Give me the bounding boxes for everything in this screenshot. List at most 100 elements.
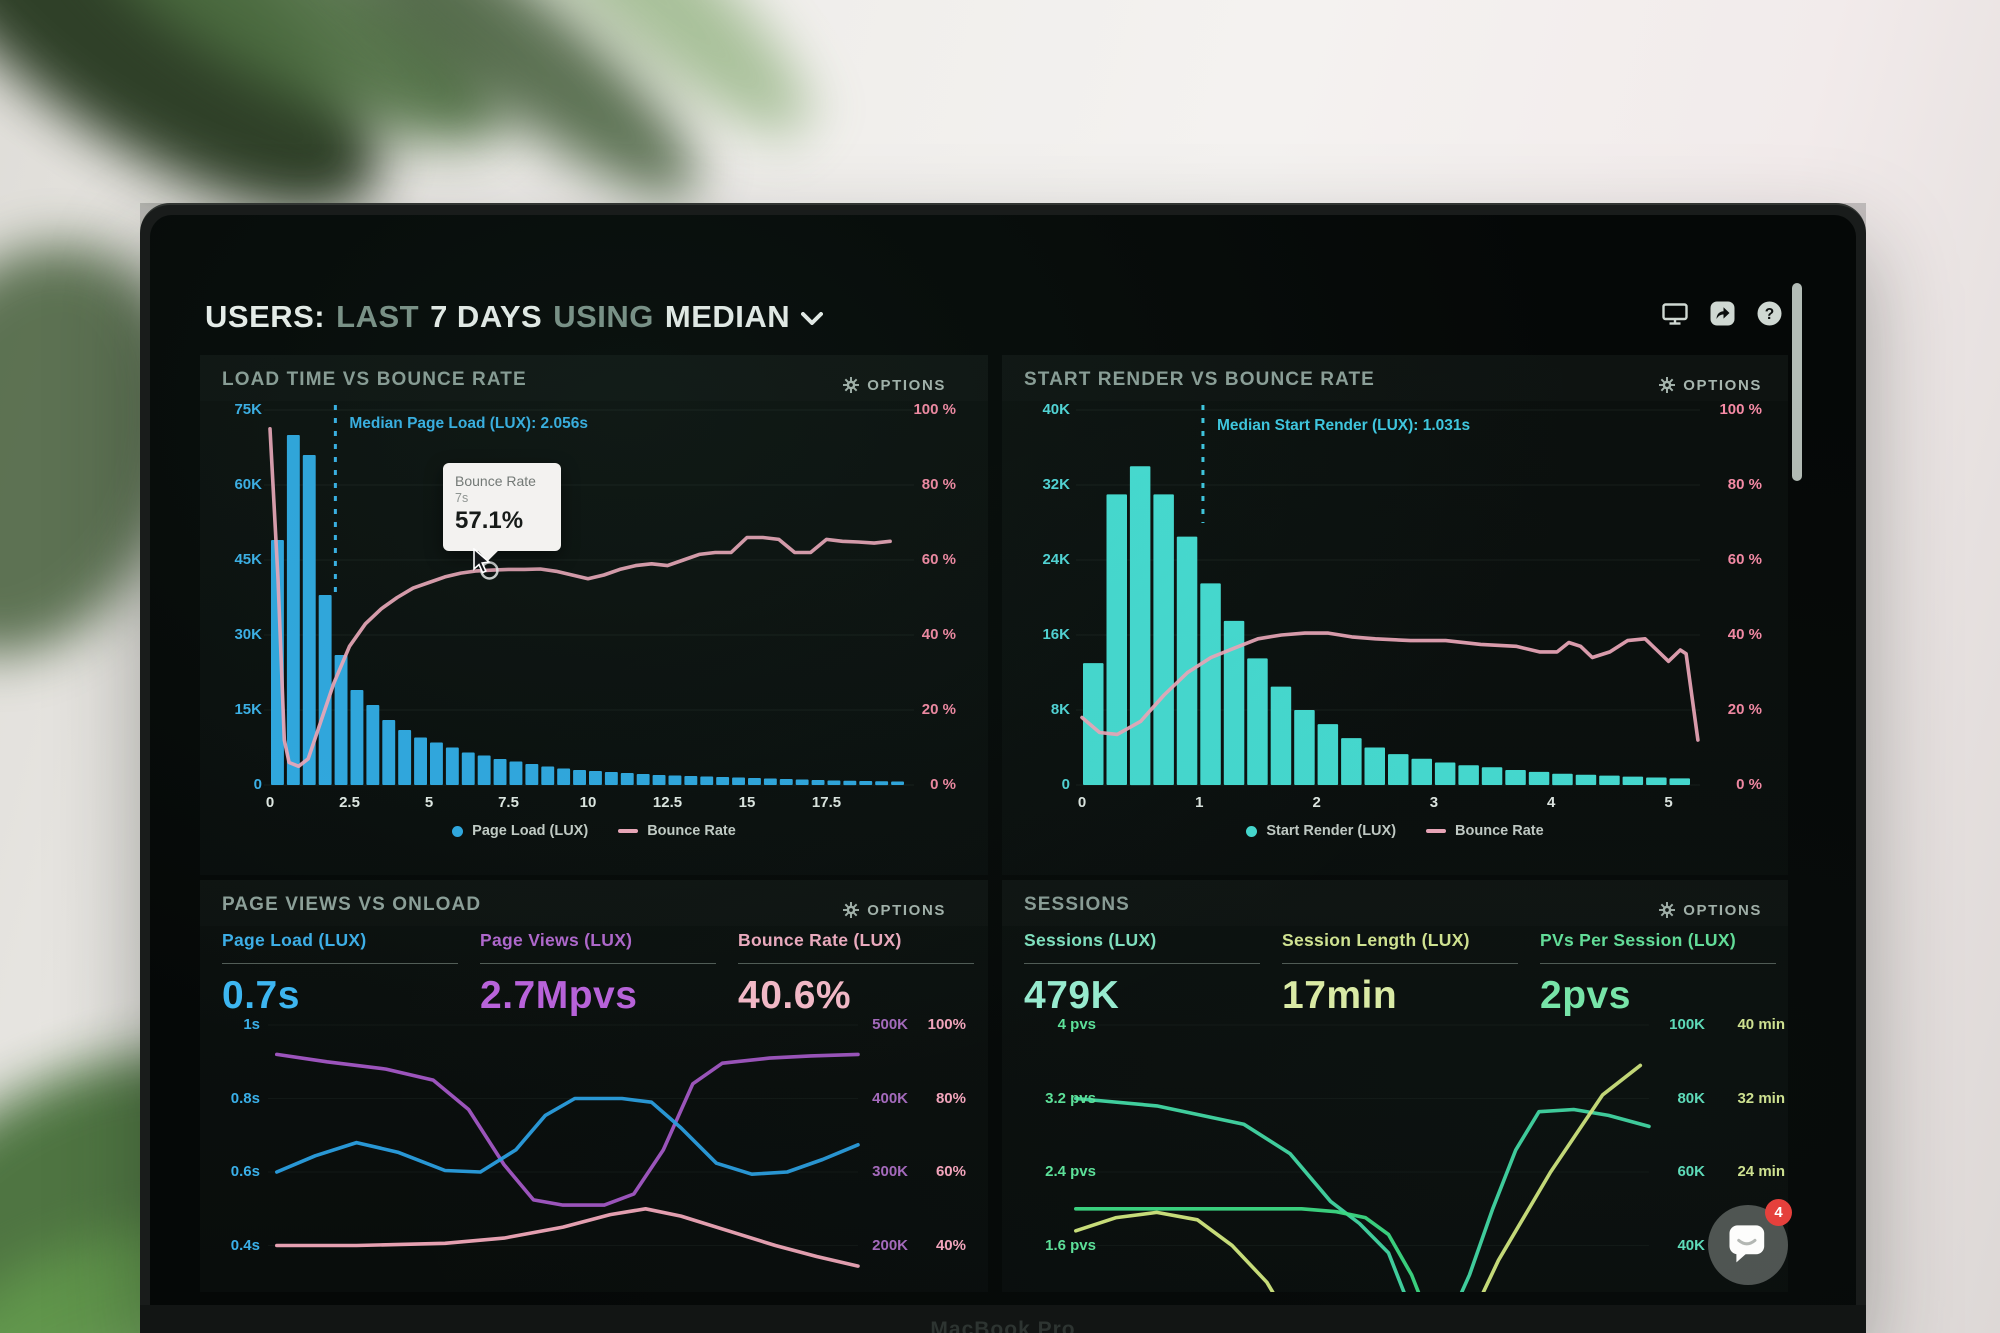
load-time-chart [264, 405, 914, 786]
legend-label: Start Render (LUX) [1266, 823, 1397, 839]
metric-value: 2.7Mpvs [480, 974, 638, 1017]
header-segment: USING [553, 299, 654, 334]
sessions-chart [1070, 1024, 1651, 1292]
axis-tick-label: 80K [1677, 1089, 1705, 1107]
laptop-deck: MacBook Pro [140, 1305, 1866, 1333]
metric-page-load: Page Load (LUX) 0.7s [222, 930, 458, 1018]
chat-unread-badge: 4 [1765, 1199, 1792, 1226]
axis-tick-label: 7.5 [498, 794, 519, 811]
axis-tick-label: 10 [579, 794, 597, 811]
legend-item: Bounce Rate [618, 823, 736, 839]
legend-item: Start Render (LUX) [1246, 823, 1396, 839]
axis-tick-label: 2 [1312, 794, 1321, 811]
page-views-chart [268, 1024, 860, 1268]
legend-label: Page Load (LUX) [472, 823, 589, 839]
panel-load-time-vs-bounce-rate: LOAD TIME VS BOUNCE RATE OPTIONS Median … [200, 355, 988, 875]
legend-label: Bounce Rate [1455, 823, 1544, 839]
users-range-dropdown[interactable]: USERS: LAST 7 DAYS USING MEDIAN [205, 299, 824, 335]
chart-legend: Start Render (LUX) Bounce Rate [1002, 823, 1788, 839]
legend-item: Bounce Rate [1426, 823, 1544, 839]
axis-tick-label: 2.5 [339, 794, 360, 811]
dashboard-screen: USERS: LAST 7 DAYS USING MEDIAN ? LOAD TIME … [150, 215, 1856, 1305]
panel-title: PAGE VIEWS VS ONLOAD [222, 894, 482, 915]
metric-session-length: Session Length (LUX) 17min [1282, 930, 1518, 1018]
axis-tick-label: 60% [935, 1163, 966, 1180]
legend-item: Page Load (LUX) [452, 823, 588, 839]
metric-rule [1282, 963, 1518, 964]
axis-tick-label: 1.6 pvs [1045, 1236, 1096, 1254]
axis-tick-label: 30K [234, 626, 262, 643]
gear-icon [1659, 902, 1676, 918]
axis-tick-label: 40 % [1727, 626, 1762, 643]
gear-icon [1659, 377, 1676, 393]
options-button[interactable]: OPTIONS [843, 894, 946, 926]
options-button[interactable]: OPTIONS [1659, 369, 1762, 401]
axis-tick-label: 24K [1042, 551, 1070, 568]
axis-tick-label: 80 % [1727, 476, 1762, 493]
start-render-chart [1076, 405, 1700, 786]
legend-dot-marker [452, 825, 464, 837]
axis-tick-label: 80% [935, 1089, 966, 1107]
axis-tick-label: 400K [872, 1089, 908, 1107]
axis-tick-label: 80 % [921, 476, 956, 493]
page-scrollbar[interactable] [1792, 283, 1802, 481]
axis-tick-label: 4 pvs [1057, 1016, 1096, 1033]
legend-dot-marker [1246, 825, 1258, 837]
axis-tick-label: 0.4s [230, 1236, 260, 1254]
tooltip-value: 57.1% [455, 507, 524, 534]
hover-tooltip: Bounce Rate 7s 57.1% [443, 463, 561, 561]
axis-tick-label: 500K [872, 1016, 908, 1033]
metric-value: 479K [1024, 974, 1120, 1017]
share-icon[interactable] [1710, 301, 1735, 326]
options-button[interactable]: OPTIONS [843, 369, 946, 401]
axis-tick-label: 0 % [930, 776, 956, 793]
tooltip-series: Bounce Rate [455, 473, 536, 489]
axis-tick-label: 100 % [913, 401, 956, 418]
axis-tick-label: 4 [1547, 794, 1556, 811]
metric-value: 40.6% [738, 974, 852, 1017]
axis-tick-label: 0 [265, 794, 275, 811]
axis-tick-label: 0 [1061, 776, 1070, 793]
axis-tick-label: 0 [253, 776, 262, 793]
axis-tick-label: 24 min [1737, 1163, 1785, 1180]
options-button[interactable]: OPTIONS [1659, 894, 1762, 926]
metric-rule [738, 963, 974, 964]
axis-tick-label: 100K [1669, 1016, 1705, 1033]
axis-tick-label: 12.5 [652, 794, 683, 811]
panel-title: SESSIONS [1024, 894, 1130, 915]
median-annotation: Median Start Render (LUX): 1.031s [1216, 417, 1471, 434]
axis-tick-label: 60K [1677, 1163, 1705, 1180]
laptop-brand-label: MacBook Pro [930, 1318, 1076, 1333]
axis-tick-label: 45K [234, 551, 262, 568]
axis-tick-label: 0.8s [230, 1089, 260, 1107]
axis-tick-label: 40K [1042, 401, 1070, 418]
options-label: OPTIONS [867, 901, 946, 919]
axis-tick-label: 15 [738, 794, 756, 811]
axis-tick-label: 100% [927, 1016, 966, 1033]
axis-tick-label: 32 min [1737, 1089, 1785, 1107]
chart-legend: Page Load (LUX) Bounce Rate [200, 823, 988, 839]
display-icon[interactable] [1662, 302, 1688, 326]
chat-icon [1729, 1225, 1765, 1263]
legend-label: Bounce Rate [647, 823, 736, 839]
axis-tick-label: 300K [872, 1163, 908, 1180]
metric-pvs-per-session: PVs Per Session (LUX) 2pvs [1540, 930, 1776, 1018]
help-icon[interactable]: ? [1757, 301, 1782, 326]
chevron-down-icon [801, 312, 824, 325]
metric-label: Session Length (LUX) [1282, 930, 1470, 950]
options-label: OPTIONS [1683, 901, 1762, 919]
cursor-icon [473, 548, 491, 574]
axis-tick-label: 75K [234, 401, 262, 418]
axis-tick-label: 8K [1050, 701, 1070, 718]
axis-tick-label: 5 [1664, 794, 1673, 811]
panel-title: LOAD TIME VS BOUNCE RATE [222, 369, 527, 390]
chat-launcher[interactable]: 4 [1708, 1199, 1792, 1285]
axis-tick-label: 3.2 pvs [1045, 1089, 1096, 1107]
axis-tick-label: 3 [1429, 794, 1439, 811]
axis-tick-label: 5 [424, 794, 434, 811]
metric-rule [1540, 963, 1776, 964]
axis-tick-label: 60 % [921, 551, 956, 568]
metric-rule [222, 963, 458, 964]
metric-label: Page Load (LUX) [222, 930, 367, 950]
